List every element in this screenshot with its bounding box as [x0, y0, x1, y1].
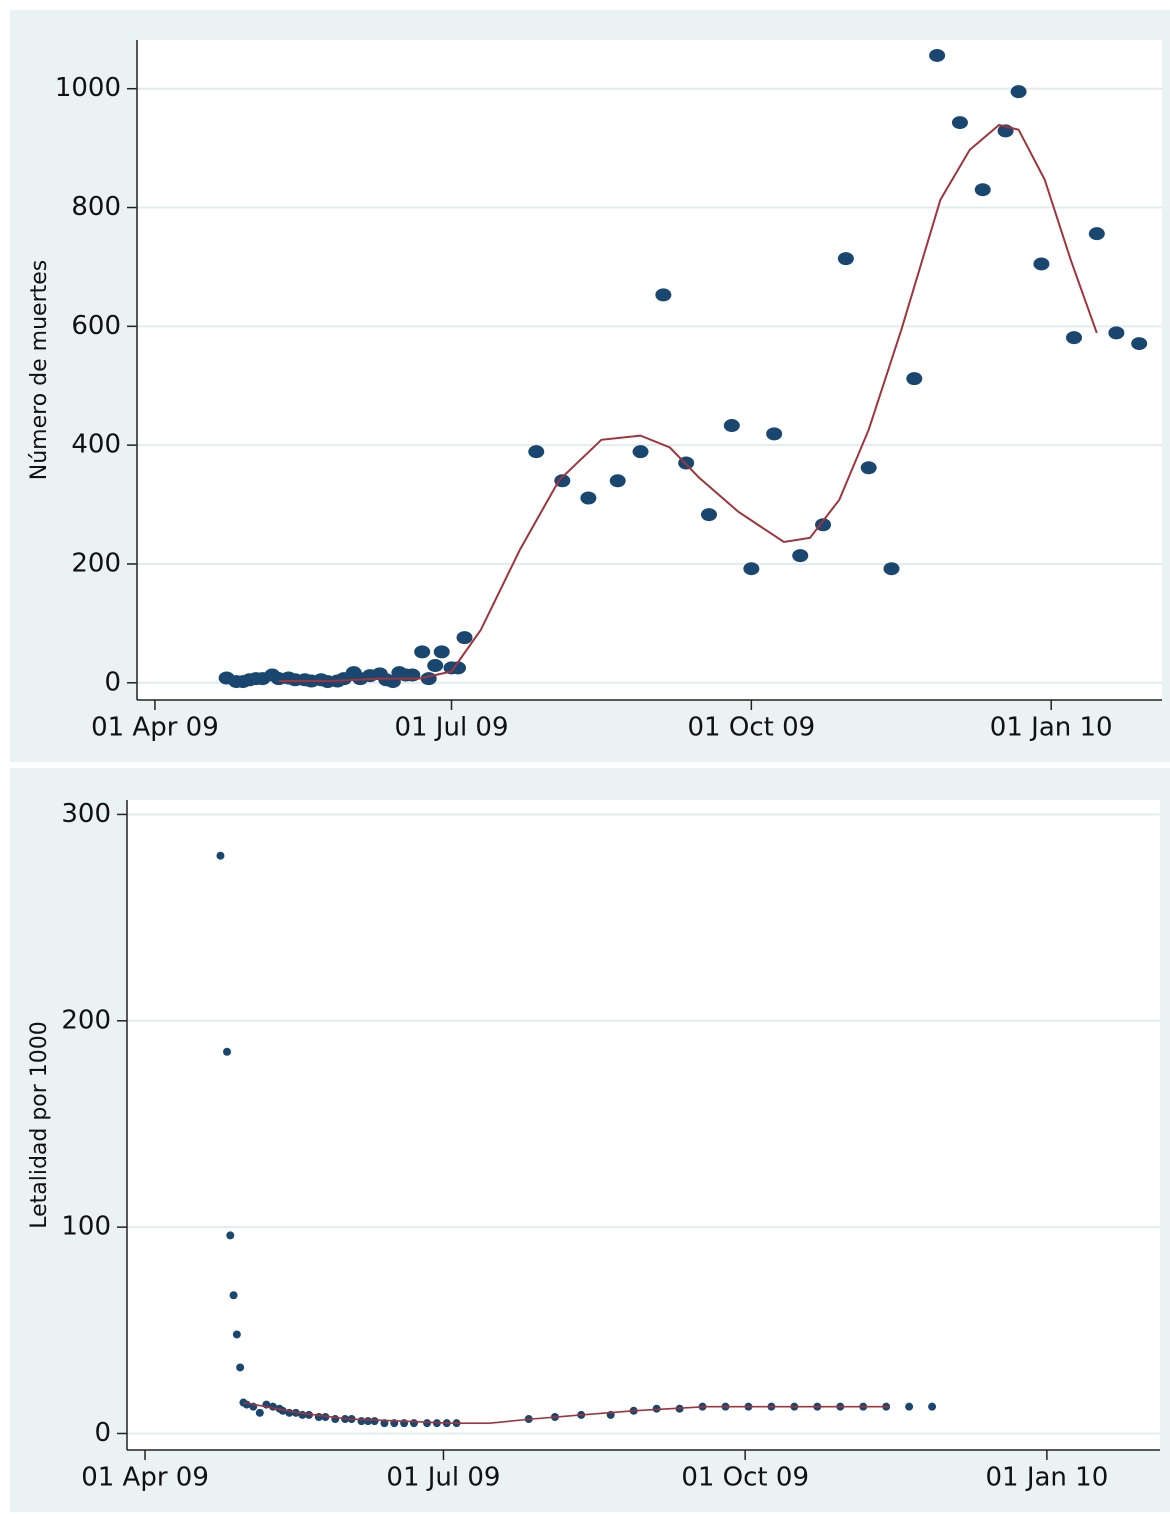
- data-point: [456, 631, 473, 645]
- data-point: [837, 252, 854, 266]
- data-point: [655, 288, 672, 302]
- data-point: [433, 645, 450, 659]
- data-point: [528, 445, 545, 459]
- data-point: [321, 1412, 330, 1421]
- y-tick-label: 400: [71, 430, 121, 460]
- x-tick-label: 01 Apr 09: [91, 713, 219, 743]
- data-point: [223, 1047, 232, 1056]
- data-point: [609, 474, 626, 488]
- data-point: [1066, 331, 1083, 345]
- data-point: [1108, 326, 1125, 340]
- data-point: [1010, 85, 1027, 99]
- y-tick-label: 800: [71, 192, 121, 222]
- plot-area: [137, 40, 1162, 700]
- fit-line: [278, 123, 1098, 682]
- data-point: [580, 491, 597, 505]
- data-point: [951, 116, 968, 130]
- data-point: [236, 1363, 245, 1372]
- data-point: [928, 1402, 937, 1411]
- data-point: [427, 659, 444, 673]
- data-point: [216, 851, 225, 860]
- data-point: [370, 1417, 379, 1426]
- x-tick-label: 01 Apr 09: [81, 1463, 209, 1493]
- x-tick-label: 01 Jul 09: [386, 1463, 500, 1493]
- y-axis-label: Letalidad por 1000: [27, 1021, 52, 1229]
- data-point: [792, 549, 809, 563]
- data-point: [766, 427, 783, 441]
- data-point: [743, 562, 760, 576]
- data-point: [883, 562, 900, 576]
- y-tick-label: 300: [61, 799, 111, 829]
- data-point: [1033, 257, 1050, 271]
- y-tick-label: 100: [61, 1212, 111, 1242]
- data-point: [232, 1330, 241, 1339]
- y-axis-label: Número de muertes: [27, 260, 52, 480]
- y-tick-label: 200: [71, 548, 121, 578]
- data-point: [229, 1291, 238, 1300]
- data-point: [450, 661, 467, 675]
- data-point: [974, 183, 991, 197]
- y-tick-label: 200: [61, 1005, 111, 1035]
- data-point: [1131, 337, 1148, 351]
- data-point: [905, 1402, 914, 1411]
- data-point: [255, 1408, 264, 1417]
- data-point: [409, 1419, 418, 1428]
- data-point: [906, 372, 923, 386]
- data-point: [554, 474, 571, 488]
- x-tick-label: 01 Jan 10: [985, 1463, 1108, 1493]
- x-tick-label: 01 Jul 09: [394, 713, 508, 743]
- y-tick-label: 1000: [55, 73, 121, 103]
- x-tick-label: 01 Oct 09: [688, 713, 816, 743]
- data-point: [815, 518, 832, 532]
- data-point: [423, 1419, 432, 1428]
- data-point: [860, 461, 877, 475]
- data-point: [414, 645, 431, 659]
- x-tick-label: 01 Oct 09: [681, 1463, 809, 1493]
- fit-line: [243, 1401, 890, 1424]
- data-point: [929, 48, 946, 62]
- x-tick-label: 01 Jan 10: [990, 713, 1113, 743]
- y-tick-label: 0: [94, 1418, 111, 1448]
- data-point: [226, 1231, 235, 1240]
- data-point: [700, 508, 717, 522]
- data-point: [632, 445, 649, 459]
- y-tick-label: 0: [104, 667, 121, 697]
- data-point: [1088, 227, 1105, 241]
- plot-area: [127, 800, 1160, 1450]
- y-tick-label: 600: [71, 311, 121, 341]
- data-point: [723, 419, 740, 433]
